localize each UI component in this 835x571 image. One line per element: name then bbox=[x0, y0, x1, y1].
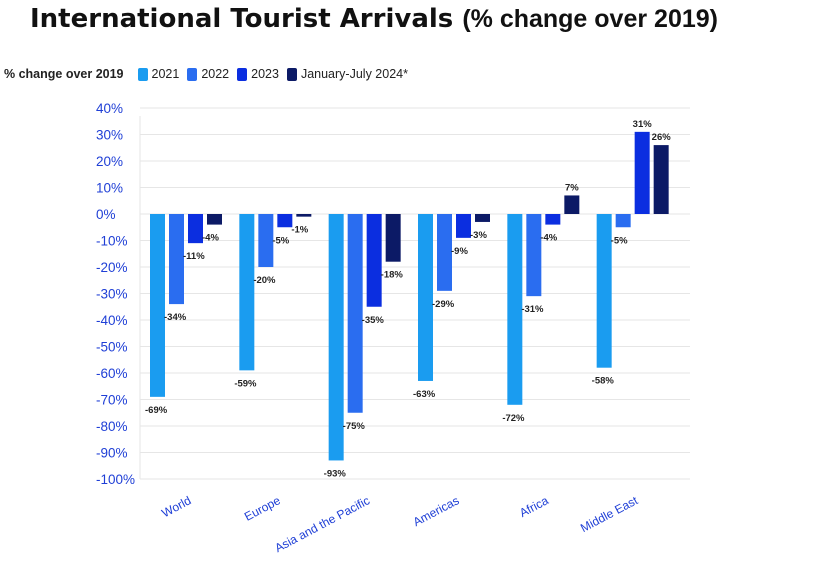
x-tick-label: Europe bbox=[242, 493, 283, 524]
data-label: 31% bbox=[633, 119, 653, 130]
data-label: 7% bbox=[565, 182, 579, 193]
y-tick-label: 40% bbox=[96, 101, 123, 116]
bar[interactable] bbox=[456, 214, 471, 238]
legend-swatch bbox=[286, 67, 297, 81]
bar[interactable] bbox=[169, 214, 184, 305]
x-tick-label: Africa bbox=[517, 493, 551, 520]
y-tick-label: -100% bbox=[96, 472, 135, 487]
data-label: -4% bbox=[202, 233, 219, 244]
bar[interactable] bbox=[437, 214, 452, 291]
bar[interactable] bbox=[418, 214, 433, 381]
legend-item-2021[interactable]: 2021 bbox=[137, 67, 180, 81]
bar[interactable] bbox=[188, 214, 203, 244]
legend-swatch bbox=[187, 67, 198, 81]
y-tick-label: -90% bbox=[96, 446, 128, 461]
legend-label: 2023 bbox=[251, 67, 279, 81]
x-tick-label: Americas bbox=[411, 493, 462, 529]
y-tick-label: -70% bbox=[96, 393, 128, 408]
data-label: -1% bbox=[291, 225, 308, 236]
bar[interactable] bbox=[239, 214, 255, 371]
data-label: -29% bbox=[432, 299, 455, 310]
y-tick-label: 30% bbox=[96, 128, 123, 143]
bar[interactable] bbox=[277, 214, 293, 228]
data-label: -18% bbox=[381, 270, 404, 281]
data-label: -72% bbox=[502, 413, 525, 424]
chart-title: International Tourist Arrivals (% change… bbox=[30, 4, 718, 34]
bar[interactable] bbox=[258, 214, 274, 267]
bar[interactable] bbox=[564, 195, 580, 214]
data-label: -75% bbox=[343, 421, 366, 432]
legend-item-2022[interactable]: 2022 bbox=[187, 67, 229, 81]
data-label: -93% bbox=[324, 468, 347, 479]
legend-item-2023[interactable]: 2023 bbox=[237, 67, 279, 81]
data-label: -5% bbox=[272, 235, 289, 246]
bar[interactable] bbox=[366, 214, 382, 307]
legend-label: 2021 bbox=[151, 67, 180, 81]
y-tick-label: -50% bbox=[96, 340, 128, 355]
data-label: -4% bbox=[540, 233, 557, 244]
bar[interactable] bbox=[507, 214, 523, 405]
data-label: -34% bbox=[164, 312, 187, 323]
bar[interactable] bbox=[296, 214, 312, 217]
x-tick-label: Asia and the Pacific bbox=[272, 493, 372, 555]
data-label: -69% bbox=[145, 405, 168, 416]
legend-title: % change over 2019 bbox=[4, 67, 124, 81]
data-label: -35% bbox=[362, 315, 385, 326]
y-tick-label: -10% bbox=[96, 234, 128, 249]
data-label: 26% bbox=[652, 132, 672, 143]
x-tick-label: Middle East bbox=[578, 493, 641, 535]
data-label: -59% bbox=[234, 378, 257, 389]
data-label: -20% bbox=[253, 275, 276, 286]
bar[interactable] bbox=[347, 214, 363, 413]
chart-title-main: International Tourist Arrivals bbox=[30, 4, 454, 34]
bar[interactable] bbox=[207, 214, 222, 225]
legend-item-2024[interactable]: January-July 2024* bbox=[286, 67, 408, 81]
y-tick-label: -40% bbox=[96, 313, 128, 328]
y-tick-label: -80% bbox=[96, 419, 128, 434]
bar[interactable] bbox=[475, 214, 490, 222]
chart-title-paren: (% change over 2019) bbox=[462, 5, 718, 33]
legend-label: January-July 2024* bbox=[300, 67, 408, 81]
data-label: -63% bbox=[413, 389, 436, 400]
legend-swatch bbox=[237, 67, 248, 81]
data-label: -3% bbox=[470, 230, 487, 241]
x-tick-label: World bbox=[159, 493, 193, 520]
y-tick-label: 20% bbox=[96, 154, 123, 169]
y-tick-label: 0% bbox=[96, 207, 116, 222]
legend: % change over 2019 2021 2022 2023 Januar… bbox=[4, 67, 416, 81]
legend-swatch bbox=[137, 67, 148, 81]
y-tick-label: 10% bbox=[96, 181, 123, 196]
y-tick-label: -60% bbox=[96, 366, 128, 381]
bar[interactable] bbox=[328, 214, 344, 461]
bar[interactable] bbox=[634, 131, 650, 214]
bar[interactable] bbox=[653, 145, 669, 214]
data-label: -9% bbox=[451, 246, 468, 257]
data-label: -5% bbox=[611, 235, 628, 246]
legend-label: 2022 bbox=[201, 67, 230, 81]
bar[interactable] bbox=[545, 214, 561, 225]
bar[interactable] bbox=[615, 214, 631, 228]
data-label: -58% bbox=[592, 376, 615, 387]
y-tick-label: -30% bbox=[96, 287, 128, 302]
data-label: -11% bbox=[183, 251, 205, 262]
bar[interactable] bbox=[526, 214, 542, 297]
y-tick-label: -20% bbox=[96, 260, 128, 275]
bar[interactable] bbox=[150, 214, 165, 397]
bar[interactable] bbox=[596, 214, 612, 368]
bar[interactable] bbox=[385, 214, 401, 262]
data-label: -31% bbox=[521, 304, 544, 315]
